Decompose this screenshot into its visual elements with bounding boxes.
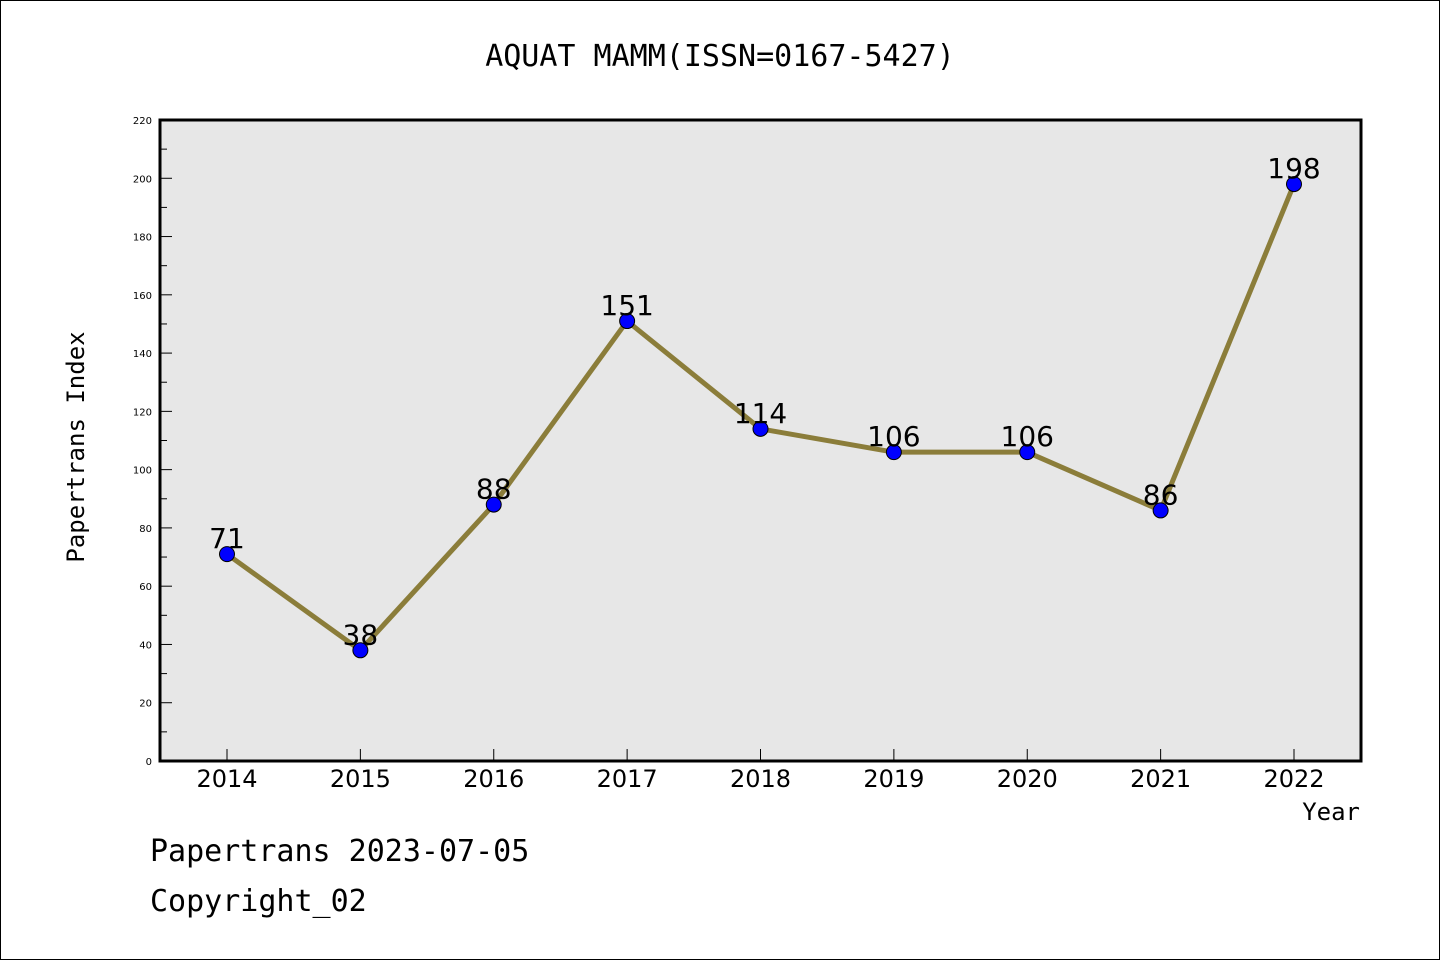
y-tick-label: 100 (133, 466, 152, 477)
footer-copyright: Copyright_02 (150, 884, 367, 919)
data-point (619, 313, 636, 330)
data-labels: 71 38 88 151 114 106 106 86 198 (209, 152, 1321, 651)
plot-border (158, 118, 1363, 763)
x-tick-label: 2022 (1263, 765, 1324, 793)
y-axis-label: Papertrans Index (62, 331, 90, 562)
x-tick-label: 2018 (730, 765, 791, 793)
data-label: 71 (209, 522, 245, 555)
y-tick-label: 0 (146, 757, 152, 768)
y-tick-label: 160 (133, 291, 152, 302)
x-tick-label: 2019 (863, 765, 924, 793)
x-tick-label: 2014 (196, 765, 257, 793)
y-tick-label: 180 (133, 233, 152, 244)
data-point (1019, 444, 1036, 461)
y-tick-label: 20 (139, 699, 152, 710)
y-tick-label: 200 (133, 174, 152, 185)
x-tick-label: 2017 (597, 765, 658, 793)
data-label: 38 (343, 618, 379, 651)
x-tick-label: 2016 (463, 765, 524, 793)
data-point (885, 444, 902, 461)
y-tick-label: 60 (139, 582, 152, 593)
data-label: 106 (867, 420, 920, 453)
y-tick-label: 140 (133, 349, 152, 360)
data-label: 114 (734, 397, 787, 430)
data-label: 86 (1143, 478, 1179, 511)
data-label: 88 (476, 473, 512, 506)
x-axis: 2014 2015 2016 2017 2018 2019 2020 2021 2022 (196, 749, 1325, 793)
data-point (352, 642, 369, 659)
data-point (1152, 502, 1169, 519)
data-points (219, 176, 1302, 659)
x-tick-label: 2021 (1130, 765, 1191, 793)
data-point (752, 420, 769, 437)
x-tick-label: 2020 (997, 765, 1058, 793)
x-tick-label: 2015 (330, 765, 391, 793)
y-tick-label: 220 (133, 116, 152, 127)
chart-title: AQUAT MAMM(ISSN=0167-5427) (485, 39, 955, 74)
data-label: 151 (600, 289, 653, 322)
y-tick-label: 40 (139, 640, 152, 651)
plot-area (160, 120, 1361, 761)
y-tick-label: 120 (133, 407, 152, 418)
x-axis-label: Year (1302, 798, 1360, 826)
footer-date: Papertrans 2023-07-05 (150, 834, 530, 869)
data-point (485, 496, 502, 513)
data-point (1286, 176, 1302, 193)
data-point (219, 546, 235, 563)
data-label: 106 (1001, 420, 1054, 453)
y-axis: 0 20 40 60 80 100 120 140 160 180 200 220 (133, 116, 172, 768)
y-tick-label: 80 (139, 524, 152, 535)
data-label: 198 (1267, 152, 1320, 185)
